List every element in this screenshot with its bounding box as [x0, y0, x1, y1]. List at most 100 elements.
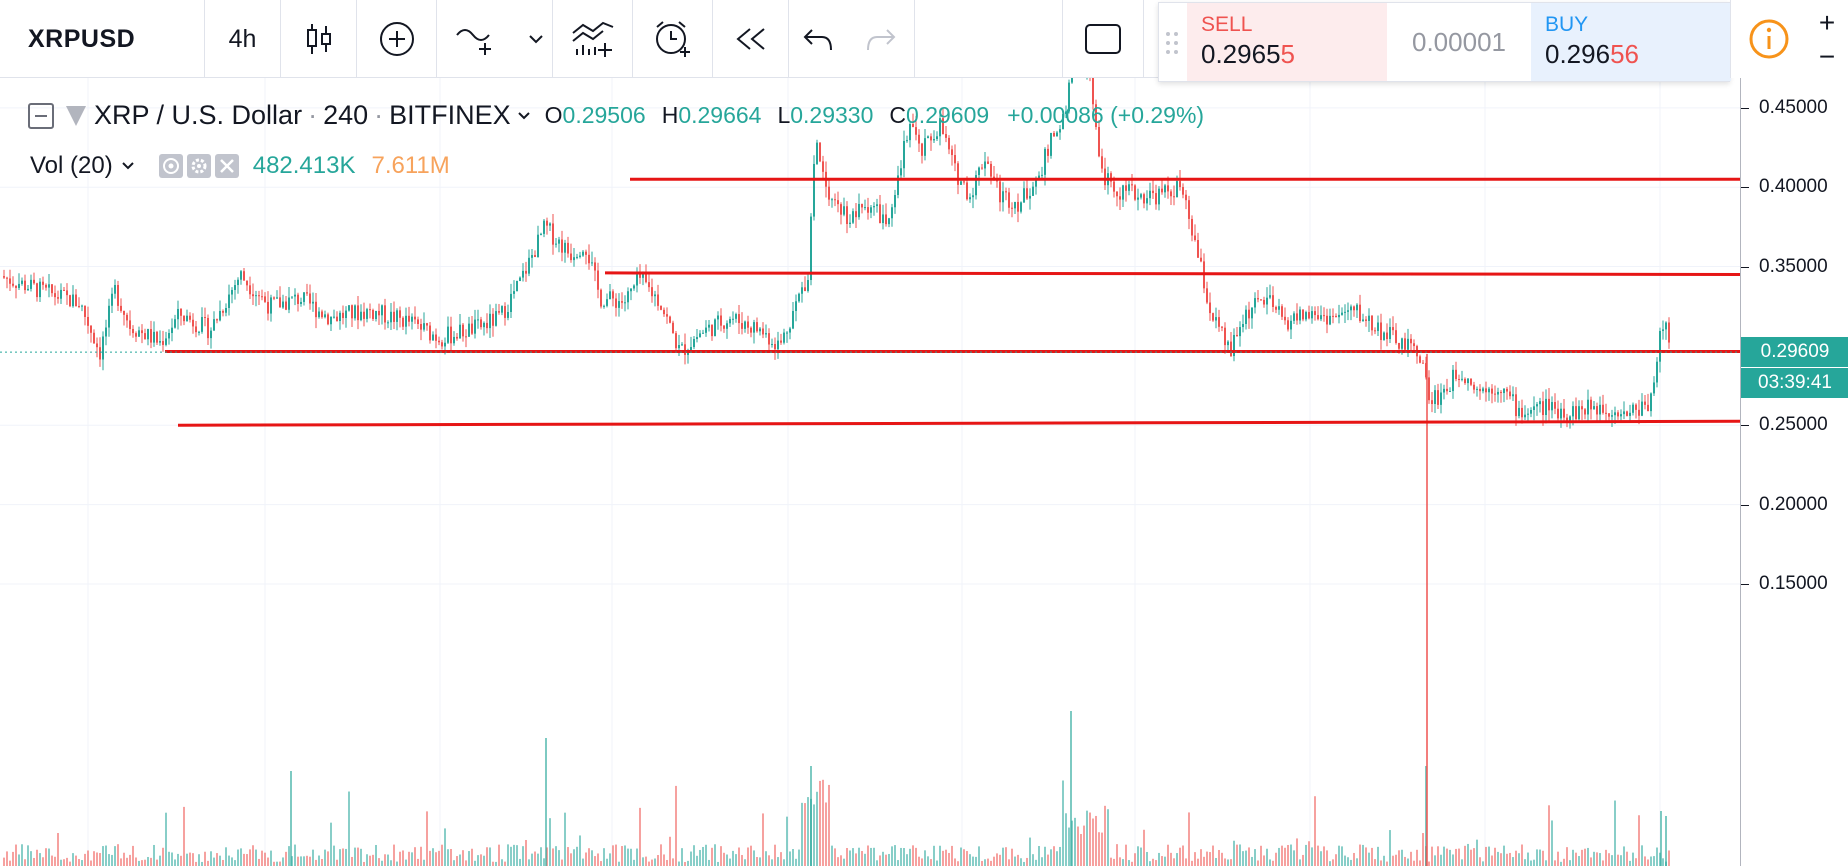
volume-bar — [1275, 852, 1277, 866]
price-axis[interactable]: 0.550000.500000.450000.400000.350000.250… — [1740, 18, 1848, 866]
symbol-search-button[interactable]: XRPUSD — [0, 0, 205, 78]
candle-body — [1389, 327, 1391, 340]
candle-body — [261, 296, 263, 298]
horizontal-lines[interactable] — [165, 177, 1740, 427]
candle-body — [1665, 322, 1667, 330]
volume-bar — [270, 850, 272, 866]
volume-bar — [318, 855, 320, 866]
replay-button[interactable] — [713, 0, 789, 78]
volume-bar — [795, 858, 797, 866]
volume-bar — [579, 835, 581, 866]
chart-type-button[interactable] — [281, 0, 357, 78]
volume-bar — [1254, 849, 1256, 866]
drag-handle-icon[interactable] — [1165, 31, 1179, 55]
fullscreen-button[interactable] — [1062, 0, 1144, 78]
sell-price: 0.29655 — [1201, 39, 1387, 70]
candle-body — [465, 336, 467, 338]
volume-bar — [1311, 847, 1313, 866]
price-tick-mark — [1741, 187, 1749, 189]
info-button[interactable] — [1730, 0, 1806, 78]
legend-exchange[interactable]: BITFINEX — [389, 100, 511, 130]
horizontal-line[interactable] — [604, 271, 1740, 276]
candle-body — [1611, 415, 1613, 417]
candle-body — [81, 305, 83, 307]
horizontal-line[interactable] — [177, 419, 1740, 427]
candle-body — [858, 203, 860, 218]
candle-body — [429, 325, 431, 341]
volume-bar — [468, 851, 470, 866]
zoom-out-button[interactable]: − — [1818, 41, 1836, 72]
chevron-down-icon[interactable] — [121, 161, 135, 171]
close-icon[interactable] — [214, 154, 239, 178]
sell-button[interactable]: SELL 0.29655 — [1187, 3, 1387, 81]
volume-bar — [657, 855, 659, 866]
volume-bar — [1539, 849, 1541, 866]
volume-bar — [1518, 853, 1520, 866]
volume-bar — [549, 818, 551, 866]
candle-body — [1152, 190, 1154, 194]
volume-bar — [1626, 851, 1628, 866]
candle-body — [1008, 192, 1010, 208]
indicators-button[interactable] — [437, 0, 519, 78]
buy-button[interactable]: BUY 0.29656 — [1531, 3, 1731, 81]
candle-body — [1632, 404, 1634, 413]
candle-body — [570, 253, 572, 261]
candle-body — [732, 318, 734, 320]
interval-button[interactable]: 4h — [205, 0, 281, 78]
compare-button[interactable] — [357, 0, 437, 78]
candle-body — [1260, 299, 1262, 301]
volume-bar — [741, 855, 743, 866]
volume-bar — [1581, 849, 1583, 866]
candle-body — [1470, 378, 1472, 385]
candle-body — [1161, 188, 1163, 193]
candle-body — [6, 277, 8, 279]
candle-body — [942, 118, 944, 135]
volume-bar — [1494, 847, 1496, 866]
volume-bar — [6, 851, 8, 866]
alert-button[interactable] — [633, 0, 713, 78]
volume-bar — [1434, 855, 1436, 866]
candle-body — [852, 211, 854, 223]
undo-button[interactable] — [789, 0, 847, 78]
candle-body — [192, 319, 194, 327]
candle-body — [600, 289, 602, 307]
volume-bar — [1341, 846, 1343, 866]
volume-bar — [1050, 849, 1052, 866]
open-value: 0.29506 — [562, 102, 646, 128]
candle-body — [1617, 412, 1619, 417]
candle-body — [555, 243, 557, 245]
gear-icon[interactable] — [186, 154, 211, 178]
price-chart[interactable] — [0, 78, 1740, 866]
candle-body — [3, 276, 5, 278]
volume-bar — [1206, 851, 1208, 866]
candle-body — [957, 163, 959, 185]
candle-body — [1095, 104, 1097, 128]
volume-bar — [537, 853, 539, 866]
volume-bar — [90, 860, 92, 866]
candle-body — [684, 344, 686, 355]
candle-body — [930, 136, 932, 141]
volume-bar — [1506, 853, 1508, 866]
redo-button[interactable] — [847, 0, 915, 78]
candle-body — [960, 181, 962, 185]
candle-body — [558, 239, 560, 244]
candle-body — [243, 271, 245, 281]
zoom-in-button[interactable]: + — [1818, 7, 1836, 38]
candle-body — [495, 311, 497, 326]
volume-bar — [213, 857, 215, 866]
candle-body — [615, 298, 617, 308]
candle-body — [891, 207, 893, 219]
volume-bar — [282, 857, 284, 866]
candle-body — [1563, 408, 1565, 418]
eye-icon[interactable] — [158, 154, 183, 178]
collapse-icon[interactable] — [28, 102, 54, 129]
candle-body — [228, 294, 230, 308]
chevron-down-icon[interactable] — [517, 111, 531, 121]
candle-body — [948, 137, 950, 150]
financials-button[interactable] — [553, 0, 633, 78]
templates-dropdown[interactable] — [519, 0, 553, 78]
volume-label[interactable]: Vol (20) — [30, 152, 113, 179]
candle-body — [459, 324, 461, 339]
candle-body — [987, 161, 989, 164]
volume-bar — [420, 846, 422, 866]
